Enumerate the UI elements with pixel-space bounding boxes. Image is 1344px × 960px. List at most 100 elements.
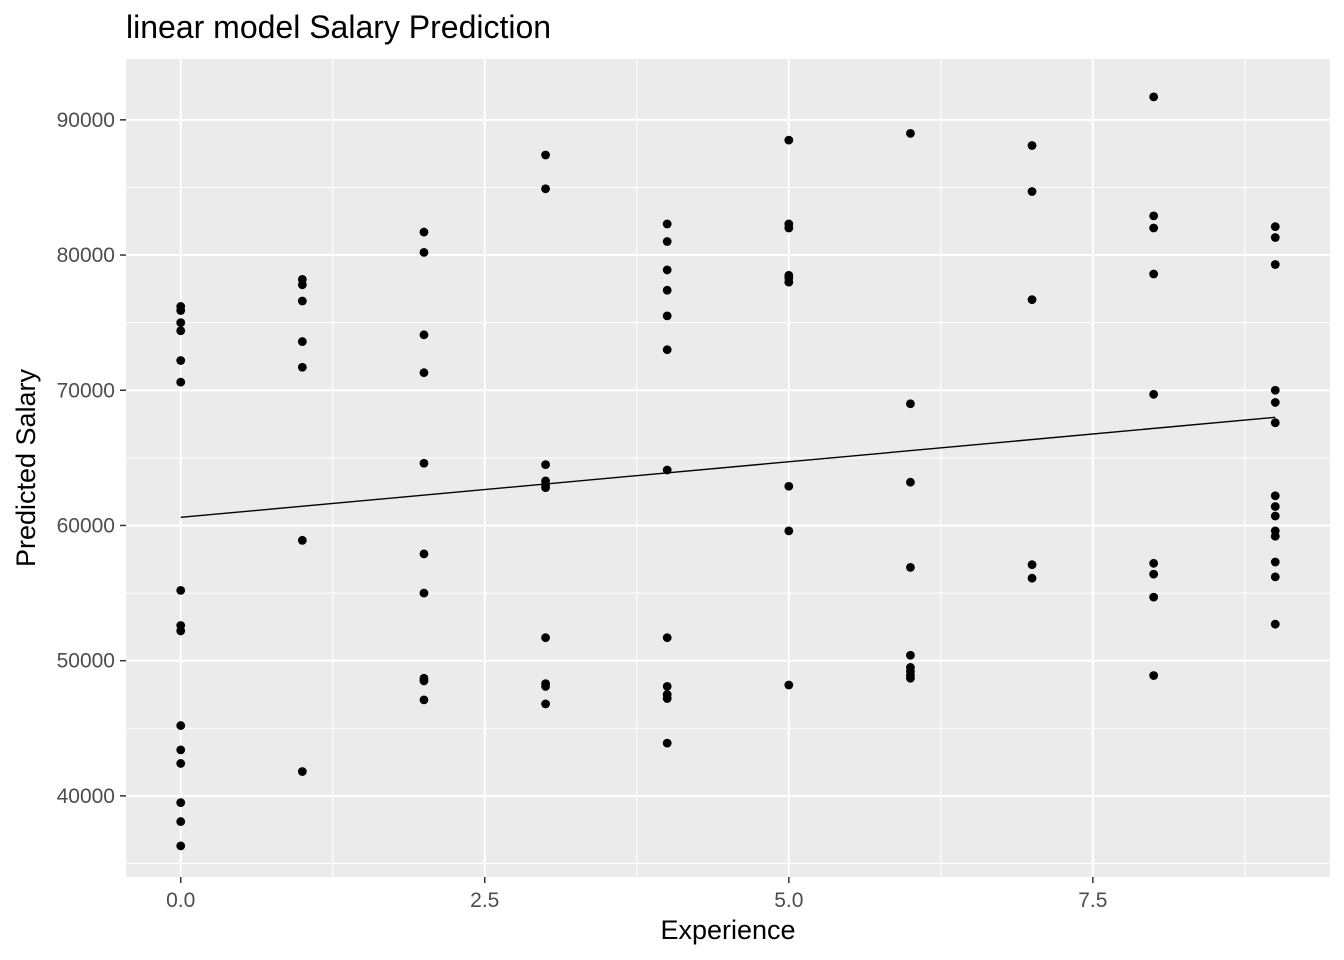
data-point: [662, 465, 672, 475]
y-axis: 40000 50000 60000 70000 80000 90000: [57, 109, 126, 808]
x-tick-label: 0.0: [166, 889, 195, 912]
data-point: [541, 460, 550, 470]
data-point: [419, 330, 429, 340]
data-point: [784, 526, 794, 536]
data-point: [1270, 502, 1280, 511]
data-point: [176, 798, 186, 808]
data-point: [662, 265, 672, 275]
data-point: [176, 377, 186, 387]
data-point: [297, 767, 307, 776]
data-point: [1027, 187, 1037, 196]
data-point: [662, 345, 672, 355]
data-point: [176, 841, 186, 851]
data-point: [297, 280, 307, 290]
data-point: [1270, 398, 1280, 407]
data-point: [1149, 269, 1159, 279]
data-point: [541, 184, 550, 194]
data-point: [906, 128, 915, 138]
data-point: [541, 150, 550, 160]
y-axis-title: Predicted Salary: [11, 368, 41, 567]
data-point: [1149, 92, 1159, 102]
data-point: [662, 681, 672, 691]
data-point: [1270, 511, 1280, 521]
data-point: [1149, 558, 1159, 568]
minor-gridlines: [126, 59, 1330, 877]
data-point: [1270, 233, 1280, 242]
data-point: [419, 247, 429, 257]
data-point: [1149, 671, 1159, 680]
y-tick-label: 40000: [57, 785, 115, 808]
data-point: [541, 681, 550, 691]
data-point: [784, 135, 794, 145]
data-point: [297, 535, 307, 545]
data-point: [176, 759, 186, 768]
data-point: [662, 738, 672, 748]
data-point: [1270, 385, 1280, 395]
data-point: [906, 673, 915, 683]
data-point: [419, 549, 429, 559]
data-point: [1027, 295, 1037, 305]
data-point: [419, 368, 429, 378]
data-point: [419, 227, 429, 237]
fit-line-layer: [180, 416, 1276, 519]
y-tick-label: 90000: [57, 109, 115, 132]
data-point: [662, 633, 672, 643]
data-point: [419, 458, 429, 468]
data-point: [662, 219, 672, 229]
data-point: [419, 676, 429, 686]
data-point: [784, 481, 794, 491]
data-point: [662, 694, 672, 703]
data-point: [662, 237, 672, 246]
data-point: [176, 721, 186, 730]
data-point: [1027, 560, 1037, 570]
data-point: [1270, 531, 1280, 541]
data-point: [1027, 573, 1037, 583]
data-point: [906, 399, 915, 409]
data-point: [1149, 389, 1159, 399]
fit-line: [180, 416, 1276, 519]
x-axis-title: Experience: [660, 915, 795, 945]
data-point: [419, 695, 429, 705]
data-point: [176, 306, 186, 315]
data-point: [662, 285, 672, 295]
data-point: [1270, 572, 1280, 582]
x-tick-label: 2.5: [470, 889, 499, 912]
x-axis: 0.0 2.5 5.0 7.5: [166, 877, 1107, 912]
data-point: [541, 633, 550, 643]
data-point: [1270, 619, 1280, 629]
x-tick-label: 7.5: [1078, 889, 1107, 912]
major-gridlines: [126, 59, 1330, 877]
data-point: [176, 745, 186, 755]
data-point: [1149, 569, 1159, 579]
data-point: [1149, 592, 1159, 602]
y-tick-label: 80000: [57, 244, 115, 267]
data-point: [1149, 211, 1159, 221]
data-point: [1270, 418, 1280, 428]
points-layer: [176, 92, 1280, 851]
data-point: [1270, 491, 1280, 501]
data-point: [297, 337, 307, 346]
data-point: [1027, 141, 1037, 150]
data-point: [541, 483, 550, 493]
data-point: [176, 817, 186, 826]
data-point: [419, 588, 429, 598]
data-point: [784, 680, 794, 690]
data-point: [1270, 222, 1280, 232]
x-tick-label: 5.0: [774, 889, 803, 912]
data-point: [1149, 223, 1159, 233]
y-tick-label: 70000: [57, 379, 115, 402]
data-point: [784, 277, 794, 287]
data-point: [297, 296, 307, 306]
data-point: [1270, 557, 1280, 567]
y-tick-label: 50000: [57, 650, 115, 673]
data-point: [176, 626, 186, 636]
data-point: [176, 318, 186, 328]
data-point: [297, 362, 307, 372]
data-point: [906, 477, 915, 487]
data-point: [906, 650, 915, 660]
data-point: [906, 562, 915, 572]
data-point: [1270, 260, 1280, 269]
data-point: [176, 326, 186, 336]
data-point: [784, 223, 794, 233]
